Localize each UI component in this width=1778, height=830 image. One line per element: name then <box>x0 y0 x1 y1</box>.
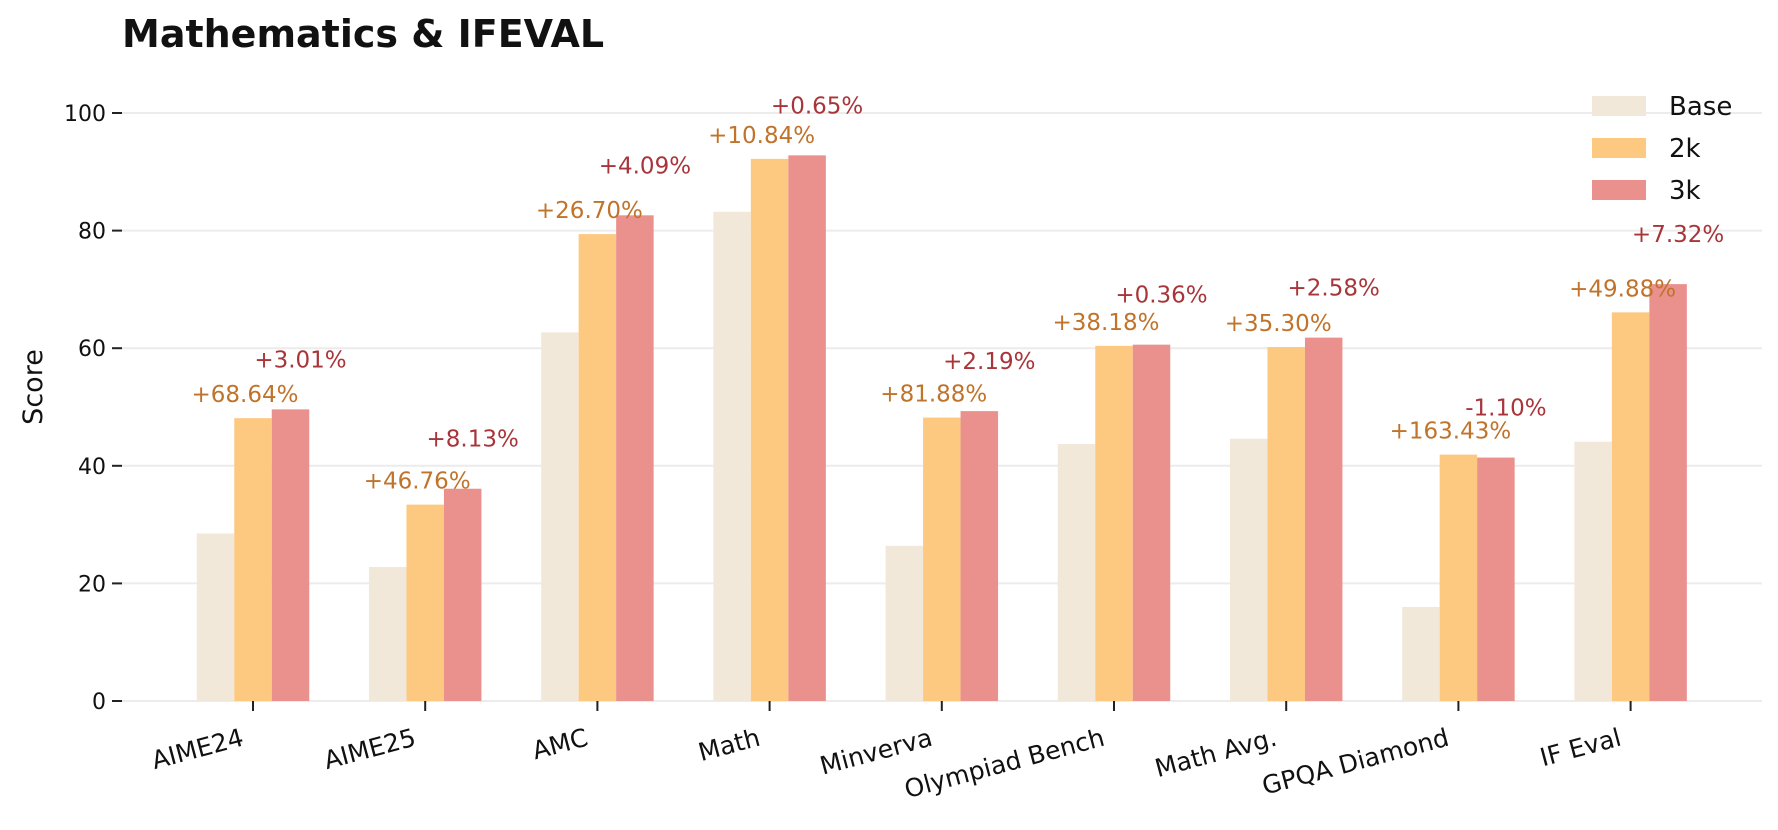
bar-base-olympiad-bench <box>1057 444 1096 701</box>
legend: Base 2k 3k <box>1592 92 1732 206</box>
data-label: +0.65% <box>771 93 863 119</box>
y-tick-label: 20 <box>78 572 106 597</box>
x-tick-label: Math <box>695 723 763 767</box>
x-tick-label: GPQA Diamond <box>1259 723 1452 801</box>
data-label: +8.13% <box>427 427 519 453</box>
x-tick-label: AIME25 <box>321 723 419 775</box>
chart-title: Mathematics & IFEVAL <box>122 12 605 56</box>
bar-2k-if-eval <box>1611 312 1650 701</box>
bar-3k-math-avg- <box>1304 337 1343 701</box>
bar-3k-olympiad-bench <box>1132 344 1171 701</box>
legend-label-2k: 2k <box>1669 134 1701 164</box>
legend-swatch-3k <box>1592 180 1646 200</box>
y-tick-label: 0 <box>92 690 106 715</box>
data-label: +2.58% <box>1288 276 1380 302</box>
x-tick-label: Olympiad Bench <box>901 723 1107 804</box>
legend-swatch-2k <box>1592 138 1646 158</box>
bar-3k-aime24 <box>271 409 310 701</box>
bar-2k-amc <box>578 234 617 702</box>
data-label: +7.32% <box>1632 222 1724 248</box>
x-tick-label: IF Eval <box>1537 723 1624 772</box>
legend-label-base: Base <box>1669 92 1732 122</box>
y-tick-label: 40 <box>78 455 106 480</box>
data-label: +49.88% <box>1569 276 1676 302</box>
bar-2k-aime25 <box>406 504 444 701</box>
bar-2k-math-avg- <box>1267 347 1305 701</box>
bar-2k-minverva <box>923 417 961 701</box>
data-label: +0.36% <box>1115 283 1207 309</box>
bar-3k-amc <box>616 215 654 701</box>
data-label: -1.10% <box>1465 396 1546 422</box>
bar-3k-math <box>788 155 826 701</box>
data-label: +3.01% <box>254 347 346 373</box>
data-label: +35.30% <box>1225 311 1332 337</box>
y-tick-label: 100 <box>64 102 106 127</box>
bar-base-math-avg- <box>1229 438 1268 701</box>
bar-3k-minverva <box>960 411 999 701</box>
bar-base-if-eval <box>1574 441 1612 701</box>
bar-base-amc <box>541 332 579 701</box>
data-label: +26.70% <box>536 198 643 224</box>
bar-base-aime25 <box>368 566 407 701</box>
bar-base-aime24 <box>196 533 235 701</box>
y-tick-label: 60 <box>78 337 106 362</box>
data-label: +38.18% <box>1053 310 1160 336</box>
y-axis-label: Score <box>18 349 49 425</box>
bar-base-math <box>713 211 751 701</box>
bar-2k-gpqa-diamond <box>1439 454 1478 701</box>
y-tick-label: 80 <box>78 220 106 245</box>
x-tick-label: AMC <box>529 723 591 766</box>
data-label: +68.64% <box>192 382 299 408</box>
data-label: +81.88% <box>880 382 987 408</box>
bar-3k-gpqa-diamond <box>1477 457 1515 701</box>
data-label: +46.76% <box>364 469 471 495</box>
bar-3k-aime25 <box>443 488 482 701</box>
bars <box>196 155 1687 702</box>
legend-swatch-base <box>1592 96 1646 116</box>
bar-2k-aime24 <box>234 418 272 701</box>
data-label: +4.09% <box>599 153 691 179</box>
data-label: +163.43% <box>1390 419 1512 445</box>
data-label: +2.19% <box>943 349 1035 375</box>
x-tick-label: AIME24 <box>149 723 247 775</box>
data-label: +10.84% <box>708 123 815 149</box>
bar-base-minverva <box>885 545 924 701</box>
legend-label-3k: 3k <box>1669 176 1701 206</box>
data-labels: +68.64% +3.01% +46.76% +8.13% +26.70% +4.09% +… <box>192 93 1725 494</box>
bar-2k-math <box>750 158 789 701</box>
bar-2k-olympiad-bench <box>1095 345 1133 701</box>
bar-base-gpqa-diamond <box>1402 606 1440 701</box>
bar-3k-if-eval <box>1649 284 1687 701</box>
